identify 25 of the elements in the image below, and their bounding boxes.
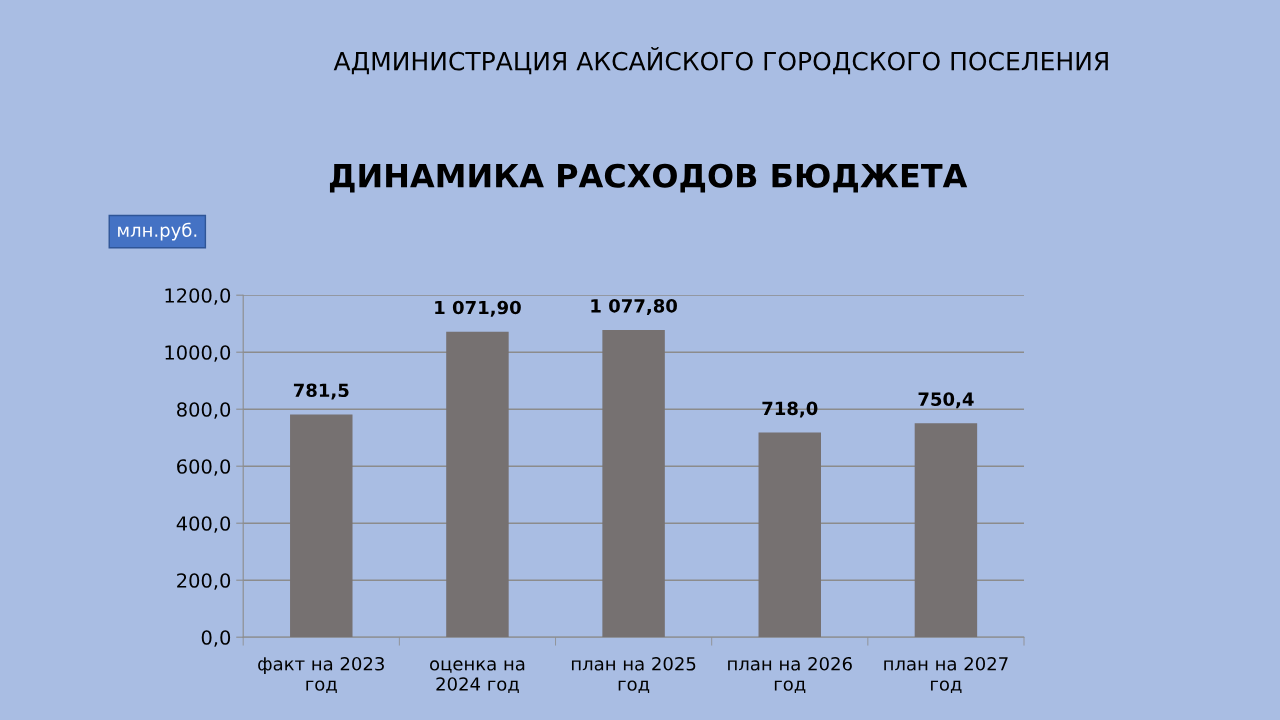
data-label: 781,5 <box>293 383 349 400</box>
x-tick-label: план на 2026 год <box>728 656 852 694</box>
data-label: 1 077,80 <box>591 298 677 315</box>
data-label: 750,4 <box>918 392 974 409</box>
y-tick-label: 0,0 <box>201 630 231 647</box>
y-axis-title: млн.руб. <box>118 222 197 241</box>
bar <box>290 414 353 638</box>
bar <box>602 330 665 638</box>
text: АДМИНИСТРАЦИЯ АКСАЙСКОГО ГОРОДСКОГО ПОСЕЛЕНИЯ <box>333 47 1108 75</box>
x-tick-label: факт на 2023 год <box>258 656 384 694</box>
data-label: 718,0 <box>762 401 818 418</box>
y-tick-label: 600,0 <box>177 459 231 476</box>
chart-title: ДИНАМИКА РАСХОДОВ БЮДЖЕТА <box>329 163 968 193</box>
y-tick-label: 400,0 <box>176 516 231 533</box>
bar <box>914 423 978 638</box>
y-tick-label: 1200,0 <box>165 288 231 305</box>
data-label: 1 071,90 <box>435 300 521 317</box>
x-tick-label: оценка на 2024 год <box>430 660 525 694</box>
y-tick-label: 200,0 <box>177 573 231 590</box>
bar <box>758 432 821 638</box>
bar <box>446 331 509 638</box>
y-tick-label: 1000,0 <box>165 345 231 362</box>
y-tick-label: 800,0 <box>177 402 231 419</box>
x-tick-label: план на 2027 год <box>884 656 1008 694</box>
x-tick-label: план на 2025 год <box>571 656 696 694</box>
